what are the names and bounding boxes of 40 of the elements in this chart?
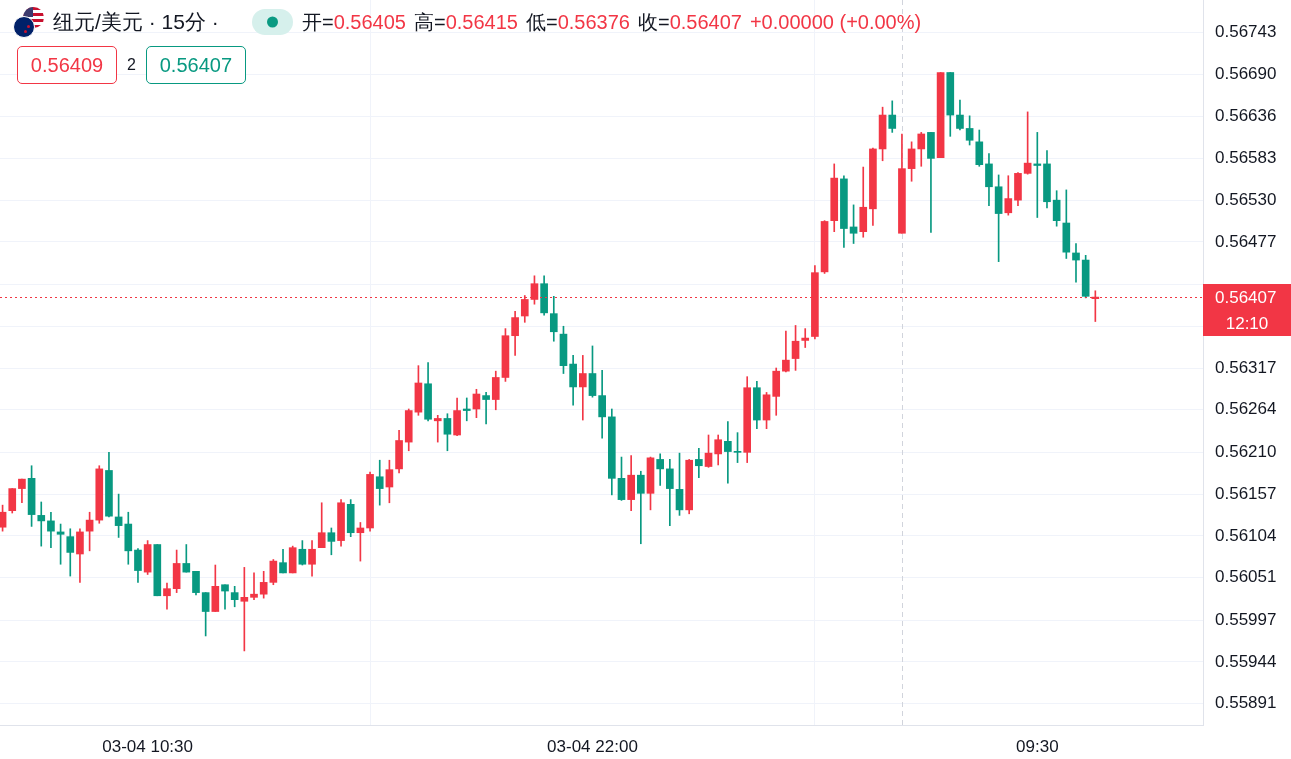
- candlestick: [433, 414, 442, 443]
- candlestick: [578, 355, 587, 421]
- ref-line-label: 0.56407: [1215, 287, 1277, 307]
- y-tick-label: 0.55997: [1215, 609, 1277, 629]
- y-tick-label: 0.55944: [1215, 651, 1277, 671]
- y-tick-label: 0.56477: [1215, 231, 1277, 251]
- candlestick: [1033, 132, 1042, 218]
- y-tick-label: 0.56690: [1215, 63, 1277, 83]
- y-tick-label: 0.56157: [1215, 483, 1277, 503]
- candlestick: [695, 448, 703, 478]
- candlestick: [37, 501, 46, 547]
- candlestick: [724, 421, 732, 484]
- price-button: 0.56409: [17, 46, 117, 84]
- candlestick: [482, 392, 490, 425]
- price-button: 0.56407: [145, 46, 246, 84]
- annotation: 低=0.56376: [525, 10, 630, 33]
- annotation: +0.00000 (+0.00%): [749, 10, 922, 33]
- candlestick: [801, 328, 810, 348]
- y-tick-label: 0.56210: [1215, 442, 1277, 462]
- x-tick-label: 03-04 22:00: [547, 736, 638, 756]
- candlestick: [462, 397, 471, 422]
- annotation: 开=0.56405: [302, 10, 406, 33]
- candlestick: [1072, 243, 1080, 283]
- y-tick-label: 0.56583: [1215, 148, 1277, 168]
- x-tick-label: 03-04 10:30: [102, 736, 194, 756]
- y-tick-label: 0.56264: [1215, 399, 1277, 419]
- annotation: 高=0.56415: [413, 10, 518, 33]
- x-tick-label: 09:30: [1016, 736, 1059, 756]
- y-tick-label: 0.56051: [1215, 567, 1277, 587]
- annotation: 2: [127, 56, 136, 74]
- candlestick: [250, 572, 258, 601]
- text: 12:10: [1225, 313, 1269, 333]
- y-tick-label: 0.56317: [1215, 357, 1277, 377]
- y-tick-label: 0.56743: [1215, 22, 1277, 41]
- text: 纽元/美元 · 15分 ·: [53, 9, 220, 35]
- y-tick-label: 0.55891: [1215, 693, 1277, 713]
- y-tick-label: 0.56636: [1215, 106, 1277, 126]
- y-tick-label: 0.56104: [1215, 525, 1277, 545]
- y-tick-label: 0.56530: [1215, 189, 1277, 209]
- annotation: 收=0.56407: [637, 10, 742, 33]
